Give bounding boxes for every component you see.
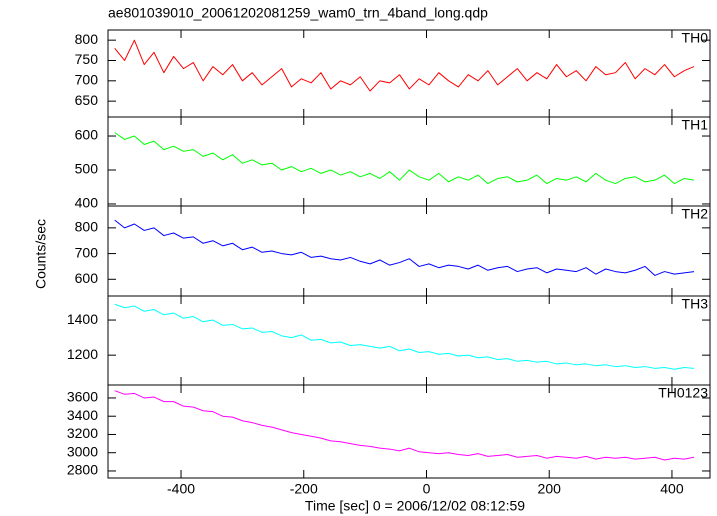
series-label: TH2: [682, 206, 709, 222]
x-tick-label: 400: [660, 481, 684, 497]
panel-frame: [107, 384, 711, 479]
panel-frame: [107, 29, 711, 118]
y-tick-label: 800: [75, 219, 99, 235]
series-label: TH3: [682, 296, 709, 312]
y-tick-label: 600: [75, 127, 99, 143]
y-tick-label: 700: [75, 72, 99, 88]
y-tick-label: 700: [75, 244, 99, 260]
series-label: TH1: [682, 117, 709, 133]
y-tick-label: 750: [75, 51, 99, 67]
y-tick-label: 600: [75, 270, 99, 286]
series-label: TH0123: [658, 385, 708, 401]
data-line: [114, 219, 695, 276]
y-tick-label: 1200: [67, 346, 98, 362]
x-tick-label: 0: [423, 481, 431, 497]
data-line: [114, 132, 695, 185]
y-tick-label: 650: [75, 92, 99, 108]
y-tick-label: 1400: [67, 311, 98, 327]
x-tick-label: -400: [167, 481, 195, 497]
x-tick-label: -200: [290, 481, 318, 497]
chart-title: ae801039010_20061202081259_wam0_trn_4ban…: [108, 5, 488, 21]
panel-frame: [107, 295, 711, 386]
y-tick-label: 3000: [67, 443, 98, 459]
y-tick-label: 500: [75, 161, 99, 177]
y-tick-label: 3200: [67, 425, 98, 441]
data-line: [114, 39, 695, 92]
panel-frame: [107, 205, 711, 297]
data-line: [114, 390, 695, 461]
y-axis-label: Counts/sec: [33, 219, 49, 289]
x-axis-label: Time [sec] 0 = 2006/12/02 08:12:59: [305, 498, 525, 514]
panel-frame: [107, 116, 711, 207]
data-line: [114, 303, 695, 370]
y-tick-label: 2800: [67, 462, 98, 478]
y-tick-label: 800: [75, 31, 99, 47]
y-tick-label: 3600: [67, 389, 98, 405]
y-tick-label: 400: [75, 195, 99, 211]
y-tick-label: 3400: [67, 407, 98, 423]
x-tick-label: 200: [538, 481, 562, 497]
series-label: TH0: [682, 30, 709, 46]
